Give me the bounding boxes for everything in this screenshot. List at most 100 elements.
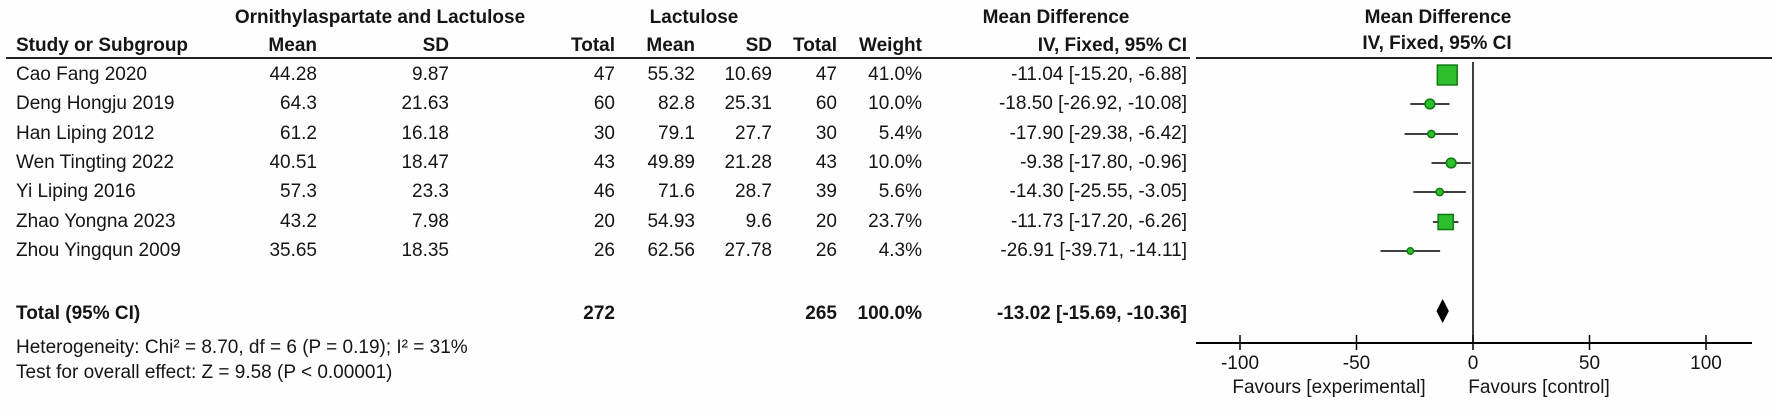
cell-ci: -18.50 [-26.92, -10.08] [998,93,1187,114]
cell-study: Study or Subgroup [16,35,189,56]
cell-total1: 20 [593,211,615,232]
axis-tick-label: 0 [1467,353,1479,374]
cell-total1: 60 [593,93,615,114]
favours-experimental-label: Favours [experimental] [1232,377,1426,398]
cell-weight: 23.7% [868,211,922,232]
cell-ci: -9.38 [-17.80, -0.96] [1020,152,1187,173]
cell-sd1: 7.98 [412,211,449,232]
cell-total2: 20 [815,211,837,232]
cell-mean2: 62.56 [647,240,695,261]
cell-sd2: 27.78 [724,240,772,261]
cell-sd1: 23.3 [412,181,449,202]
cell-mean1: 57.3 [280,181,317,202]
cell-weight: 5.4% [878,123,922,144]
cell-sd1: SD [422,35,449,56]
axis-tick-label: -50 [1342,353,1371,374]
cell-ci: IV, Fixed, 95% CI [1037,35,1187,56]
cell-total2: 39 [815,181,837,202]
mean-difference-column-title: Mean Difference [982,7,1130,28]
table-row: Zhao Yongna 2023 43.2 7.98 20 54.93 9.6 20 23.7… [0,209,1772,235]
plot-header-rule [1196,57,1772,59]
cell-total2: 43 [815,152,837,173]
cell-mean2: 79.1 [658,123,695,144]
cell-study: Total (95% CI) [16,303,141,324]
cell-study: Deng Hongju 2019 [16,93,175,114]
cell-mean1: 43.2 [280,211,317,232]
cell-total2: 47 [815,64,837,85]
cell-sd1: 9.87 [412,64,449,85]
favours-control-label: Favours [control] [1468,377,1610,398]
plot-subheader: IV, Fixed, 95% CI [1362,33,1512,54]
study-marker-square [1436,64,1458,86]
heterogeneity-stats: Heterogeneity: Chi² = 8.70, df = 6 (P = … [16,337,468,358]
cell-total1: Total [571,35,615,56]
cell-weight: 10.0% [868,93,922,114]
cell-sd1: 16.18 [401,123,449,144]
cell-ci: -11.73 [-17.20, -6.26] [1010,211,1187,232]
cell-mean2: Mean [646,35,695,56]
cell-study: Wen Tingting 2022 [16,152,175,173]
cell-study: Zhao Yongna 2023 [16,211,176,232]
study-marker-circle [1426,129,1436,139]
axis-tick-label: 100 [1690,353,1722,374]
cell-total2: 30 [815,123,837,144]
table-row: Deng Hongju 2019 64.3 21.63 60 82.8 25.31 60 10… [0,91,1772,117]
cell-weight: 41.0% [868,64,922,85]
cell-total2: Total [793,35,837,56]
cell-study: Cao Fang 2020 [16,64,147,85]
cell-mean1: 35.65 [269,240,317,261]
study-marker-circle [1435,187,1445,197]
cell-total1: 272 [583,303,615,324]
study-marker-circle [1406,247,1415,255]
cell-weight: Weight [859,35,922,56]
cell-mean1: 61.2 [280,123,317,144]
cell-total1: 26 [593,240,615,261]
control-group-header: Lactulose [649,7,739,28]
cell-study: Zhou Yingqun 2009 [16,240,181,261]
cell-sd2: 27.7 [735,123,772,144]
table-row: Yi Liping 2016 57.3 23.3 46 71.6 28.7 39 5.6% -1… [0,179,1772,205]
cell-total1: 30 [593,123,615,144]
cell-mean2: 71.6 [658,181,695,202]
table-header-rule [6,57,1190,59]
cell-sd1: 18.35 [401,240,449,261]
cell-sd1: 21.63 [401,93,449,114]
study-marker-circle [1424,98,1436,110]
study-marker-square [1437,213,1454,231]
cell-weight: 10.0% [868,152,922,173]
cell-total2: 26 [815,240,837,261]
cell-sd2: 28.7 [735,181,772,202]
cell-mean2: 49.89 [647,152,695,173]
experimental-group-header: Ornithylaspartate and Lactulose [234,7,526,28]
table-row: Zhou Yingqun 2009 35.65 18.35 26 62.56 27.78 2… [0,238,1772,264]
cell-mean1: 64.3 [280,93,317,114]
cell-ci: -14.30 [-25.55, -3.05] [1009,181,1187,202]
axis-tick-label: -100 [1220,353,1260,374]
table-row: Cao Fang 2020 44.28 9.87 47 55.32 10.69 47 41.0… [0,62,1772,88]
cell-weight: 100.0% [857,303,922,324]
cell-mean2: 55.32 [647,64,695,85]
cell-ci: -11.04 [-15.20, -6.88] [1010,64,1187,85]
cell-mean2: 82.8 [658,93,695,114]
table-row: Wen Tingting 2022 40.51 18.47 43 49.89 21.28 4… [0,150,1772,176]
cell-sd1: 18.47 [401,152,449,173]
cell-mean2: 54.93 [647,211,695,232]
cell-sd2: 10.69 [724,64,772,85]
cell-total1: 46 [593,181,615,202]
cell-mean1: 40.51 [269,152,317,173]
cell-weight: 4.3% [878,240,922,261]
header-row: Study or Subgroup Mean SD Total Mean SD Total W… [0,33,1772,59]
mean-difference-plot-title: Mean Difference [1364,7,1512,28]
total-diamond [1436,299,1449,323]
cell-total2: 60 [815,93,837,114]
cell-mean1: Mean [268,35,317,56]
cell-mean1: 44.28 [269,64,317,85]
cell-total1: 43 [593,152,615,173]
cell-study: Yi Liping 2016 [16,181,136,202]
cell-sd2: 9.6 [745,211,772,232]
cell-ci: -13.02 [-15.69, -10.36] [996,303,1187,324]
total-row: Total (95% CI) 272 265 100.0% -13.02 [-15.69… [0,301,1772,327]
table-row: Han Liping 2012 61.2 16.18 30 79.1 27.7 30 5.4%… [0,121,1772,147]
cell-weight: 5.6% [878,181,922,202]
